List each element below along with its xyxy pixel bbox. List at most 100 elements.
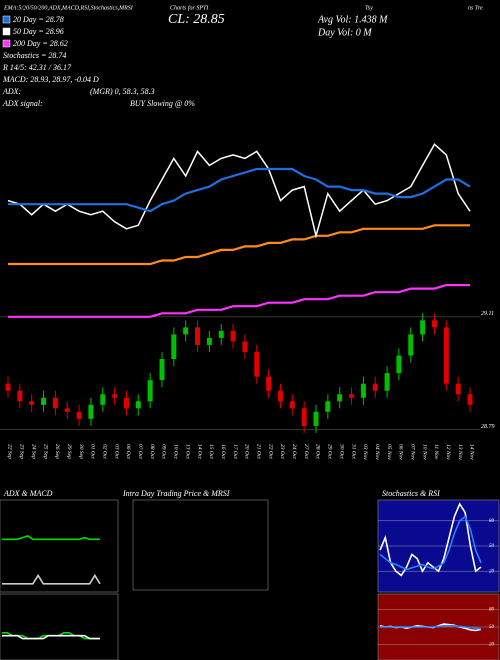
panel-frame bbox=[0, 593, 119, 660]
candle-body bbox=[41, 397, 47, 405]
x-tick-label: 06 Oct bbox=[125, 444, 131, 459]
overlay-line bbox=[8, 167, 471, 213]
candle-body bbox=[17, 390, 23, 402]
note-text: MACD: 28.93, 28.97, -0.04 D bbox=[2, 75, 99, 84]
close-label: CL: 28.85 bbox=[168, 12, 225, 27]
candle-body bbox=[313, 411, 319, 426]
candle-body bbox=[159, 359, 165, 381]
candle-body bbox=[420, 320, 426, 335]
x-tick-label: 04 Nov bbox=[374, 444, 381, 460]
x-tick-label: 30 Sep bbox=[78, 443, 84, 459]
indicator-line bbox=[2, 634, 100, 640]
y-tick-label: 50 bbox=[489, 625, 495, 630]
candle-body bbox=[337, 394, 343, 402]
candle-body bbox=[5, 383, 11, 391]
x-tick-label: 01 Oct bbox=[90, 444, 96, 459]
panel-frame bbox=[132, 499, 269, 591]
indicator-line bbox=[380, 625, 482, 630]
indicator-line bbox=[379, 515, 482, 571]
note-text: Stochastics = 28.74 bbox=[3, 51, 66, 60]
candle-body bbox=[254, 352, 260, 377]
x-tick-label: 06 Nov bbox=[398, 444, 404, 460]
overlay-line bbox=[8, 224, 470, 266]
candle-body bbox=[360, 383, 366, 398]
candle-body bbox=[206, 337, 212, 345]
candle-body bbox=[289, 401, 295, 409]
candle-body bbox=[100, 394, 106, 405]
x-tick-label: 02 Oct bbox=[102, 444, 108, 459]
x-tick-label: 16 Oct bbox=[220, 444, 226, 459]
x-tick-label: 10 Oct bbox=[173, 444, 179, 459]
candle-body bbox=[372, 383, 378, 391]
x-tick-label: 21 Oct bbox=[256, 444, 262, 459]
y-tick-label: 28.79 bbox=[481, 424, 495, 430]
y-tick-label: 20 bbox=[489, 643, 495, 648]
x-tick-label: 15 Oct bbox=[208, 444, 214, 459]
x-tick-label: 25 Sep bbox=[42, 444, 48, 459]
legend-swatch bbox=[2, 39, 11, 48]
header-text: ns Tre bbox=[468, 5, 483, 11]
candle-body bbox=[29, 401, 35, 405]
x-tick-label: 14 Nov bbox=[469, 444, 476, 460]
x-tick-label: 13 Oct bbox=[184, 444, 190, 459]
candle-body bbox=[266, 376, 272, 391]
candle-body bbox=[230, 330, 236, 342]
header-text: Tsy bbox=[365, 5, 373, 11]
candle-body bbox=[112, 394, 118, 398]
y-tick-label: 29.11 bbox=[481, 311, 494, 317]
candle-body bbox=[277, 390, 283, 402]
note-text: BUY Slowing @ 0% bbox=[130, 99, 195, 108]
y-tick-label: 20 bbox=[489, 569, 495, 574]
x-tick-label: 31 Oct bbox=[350, 443, 356, 459]
x-tick-label: 24 Sep bbox=[30, 444, 37, 459]
x-tick-label: 20 Oct bbox=[244, 444, 250, 459]
indicator-line bbox=[2, 573, 101, 585]
x-tick-label: 28 Oct bbox=[315, 444, 321, 459]
overlay-line bbox=[8, 284, 470, 318]
x-tick-label: 03 Nov bbox=[362, 444, 368, 460]
panel-title: Intra Day Trading Price & MRSI bbox=[122, 489, 230, 498]
note-text: ADX signal: bbox=[2, 99, 43, 108]
candle-body bbox=[52, 397, 58, 409]
candle-body bbox=[325, 401, 331, 412]
x-tick-label: 23 Sep bbox=[19, 444, 25, 459]
y-tick-label: 50 bbox=[489, 544, 495, 549]
panel-frame bbox=[0, 499, 119, 593]
legend-label: 20 Day = 28.78 bbox=[13, 15, 64, 24]
x-tick-label: 30 Oct bbox=[338, 443, 344, 459]
x-tick-label: 23 Oct bbox=[279, 444, 285, 459]
x-tick-label: 13 Nov bbox=[457, 444, 463, 460]
legend-label: 200 Day = 28.62 bbox=[13, 39, 68, 48]
overlay-line bbox=[7, 143, 471, 239]
note-text: R 14/5: 42.31 / 36.17 bbox=[2, 63, 72, 72]
legend-swatch bbox=[2, 27, 11, 36]
indicator-line bbox=[379, 502, 482, 577]
note-text: ADX: bbox=[2, 87, 22, 96]
candle-body bbox=[431, 320, 437, 328]
x-tick-label: 07 Nov bbox=[410, 444, 416, 460]
header-text: Charts for SPTI bbox=[170, 4, 209, 11]
x-tick-label: 29 Oct bbox=[327, 444, 333, 459]
x-tick-label: 22 Sep bbox=[7, 444, 13, 459]
candle-body bbox=[135, 401, 141, 409]
x-tick-label: 10 Nov bbox=[421, 444, 427, 460]
x-tick-label: 05 Nov bbox=[386, 444, 392, 460]
y-tick-label: 80 bbox=[489, 608, 495, 613]
x-tick-label: 22 Oct bbox=[267, 444, 273, 459]
candle-body bbox=[443, 327, 449, 384]
candle-body bbox=[467, 394, 473, 405]
x-tick-label: 08 Oct bbox=[149, 444, 155, 459]
x-tick-label: 29 Sep bbox=[66, 444, 72, 459]
candle-body bbox=[64, 408, 70, 412]
x-tick-label: 03 Oct bbox=[113, 444, 119, 459]
candle-body bbox=[183, 327, 189, 335]
candle-body bbox=[218, 330, 224, 338]
candle-body bbox=[242, 341, 248, 352]
x-tick-label: 27 Oct bbox=[303, 444, 309, 459]
note-text: (MGR) 0, 58.3, 58.3 bbox=[90, 87, 155, 96]
x-tick-label: 26 Sep bbox=[54, 444, 60, 459]
x-tick-label: 09 Oct bbox=[161, 444, 167, 459]
x-tick-label: 24 Oct bbox=[291, 444, 298, 459]
header-text: EMA:5/20/50/200,ADX,MACD,RSI,Stochastics… bbox=[3, 5, 134, 11]
panel-title: Stochastics & RSI bbox=[382, 489, 440, 498]
